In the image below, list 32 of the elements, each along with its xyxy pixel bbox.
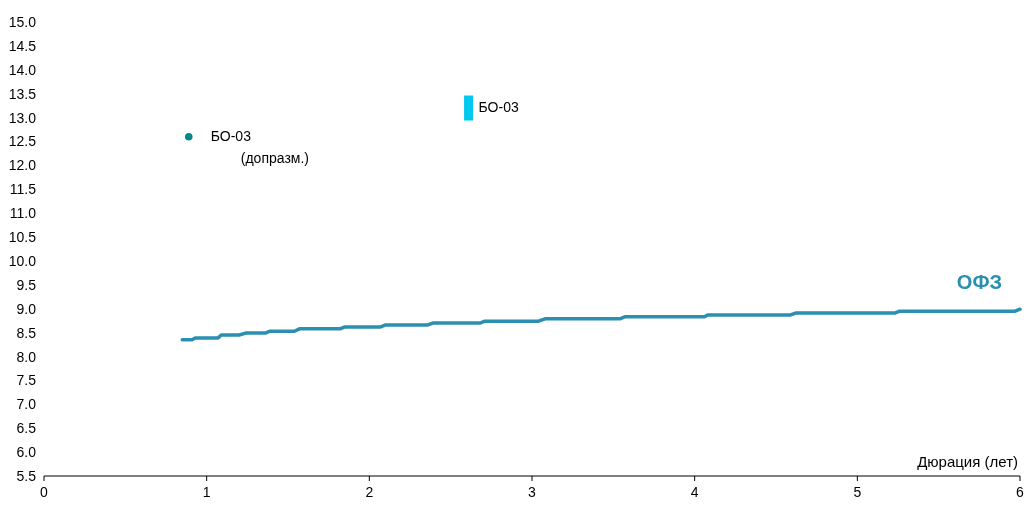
y-tick-label: 5.5 [16, 468, 37, 484]
y-tick-label: 13.5 [8, 85, 37, 102]
y-tick-label: 7.5 [16, 372, 37, 389]
y-tick-label: 6.5 [16, 420, 37, 437]
series-label: БО-03 [478, 99, 519, 116]
x-axis-title: Дюрация (лет) [917, 453, 1018, 470]
x-tick-label: 0 [40, 484, 49, 500]
y-tick-label: 15.0 [8, 14, 37, 30]
x-tick-label: 6 [1016, 484, 1025, 500]
series-label: БО-03 (допразм.) [210, 127, 309, 166]
x-tick-label: 1 [202, 484, 211, 500]
x-tick-label: 2 [365, 484, 374, 500]
y-tick-label: 6.0 [16, 444, 37, 461]
y-tick-label: 8.0 [16, 348, 37, 365]
y-tick-label: 9.5 [16, 276, 37, 293]
y-tick-label: 10.5 [8, 229, 37, 246]
y-tick-label: 12.0 [8, 157, 37, 174]
y-tick-label: 11.5 [9, 181, 37, 198]
y-tick-label: 13.0 [8, 109, 37, 126]
y-tick-label: 8.5 [16, 324, 37, 341]
y-tick-label: 7.0 [16, 396, 37, 413]
y-tick-label: 14.0 [8, 61, 37, 78]
line-series [180, 307, 1022, 342]
y-tick-label: 11.0 [9, 205, 37, 222]
y-tick-label: 10.0 [8, 252, 37, 269]
y-tick-label: 14.5 [8, 37, 37, 54]
y-tick-label: 9.0 [16, 300, 37, 317]
series-label: ОФЗ [956, 271, 1002, 294]
x-tick-label: 5 [853, 484, 862, 500]
x-tick-label: 3 [528, 484, 537, 500]
y-tick-label: 12.5 [8, 133, 37, 150]
x-tick-label: 4 [690, 484, 699, 500]
